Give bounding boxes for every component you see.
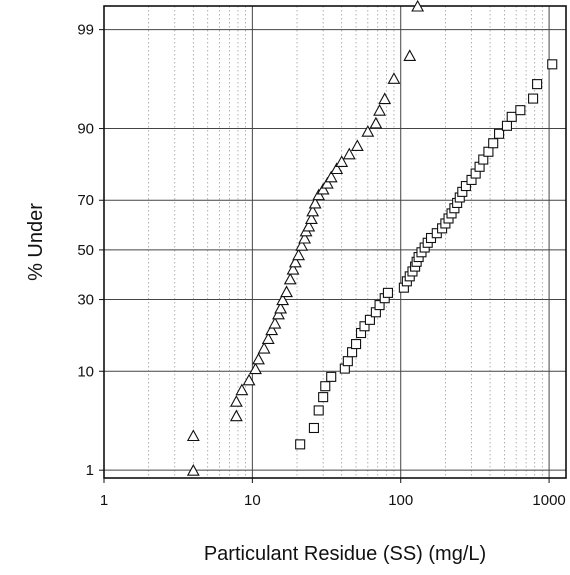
triangle-point [229,395,243,407]
triangle-point [242,373,256,386]
triangle-point [249,362,262,375]
triangle-point [298,231,312,244]
square-point [515,105,526,116]
square-point [494,128,505,139]
square-point [318,392,329,403]
square-point [547,59,558,70]
triangle-point [308,196,322,209]
triangle-point [276,293,290,306]
triangle-point [186,429,200,442]
triangle-point [373,104,386,116]
square-point [501,120,513,131]
triangle-point [280,285,293,298]
triangle-point [330,162,344,175]
triangle-point [378,92,392,105]
triangle-point [304,212,318,225]
triangle-point [324,170,338,183]
triangle-point [316,182,330,195]
y-tick-label: 70 [77,192,94,209]
square-point [506,111,517,122]
square-point [478,154,489,165]
square-point [326,371,337,382]
triangle-point [261,332,275,344]
square-point [342,356,353,367]
square-point [308,422,319,434]
triangle-point [252,352,265,365]
square-point [483,146,494,157]
square-point [374,300,385,311]
triangle-point [335,155,349,167]
square-point [364,314,375,325]
triangle-point [235,383,249,396]
y-axis-title: % Under [25,203,47,281]
series-1 [186,0,425,476]
y-tick-label: 10 [77,363,94,380]
x-tick-label: 10 [244,492,261,509]
data-points [186,0,558,476]
triangle-point [387,72,401,84]
square-point [532,79,543,90]
y-tick-label: 1 [86,462,94,479]
triangle-point [411,0,425,12]
series-2 [295,59,558,450]
triangle-point [312,188,326,201]
y-axis-ticks: 1 10 30 50 70 90 99 [77,22,104,479]
triangle-point [274,301,288,314]
triangle-point [229,409,243,422]
x-tick-label: 1000 [532,492,565,509]
y-tick-label: 99 [77,22,94,39]
triangle-point [265,323,279,336]
x-axis-title: Particulant Residue (SS) (mg/L) [204,543,486,565]
square-point [351,339,362,350]
x-tick-label: 100 [388,492,413,509]
triangle-point [257,341,271,354]
triangle-point [292,248,306,261]
triangle-point [272,307,285,320]
square-point [320,381,331,392]
triangle-point [361,125,375,137]
y-tick-label: 90 [77,121,94,138]
triangle-point [350,139,364,152]
triangle-point [302,219,316,232]
square-point [528,93,539,104]
square-point [460,180,471,192]
y-tick-label: 50 [77,242,94,259]
triangle-point [369,116,383,129]
x-tick-label: 1 [100,492,108,509]
triangle-point [295,239,309,251]
triangle-point [342,147,356,160]
triangle-point [268,316,282,329]
triangle-point [288,255,302,268]
triangle-point [186,464,200,476]
y-tick-label: 30 [77,292,94,309]
plot-frame [103,5,567,479]
square-point [295,439,306,450]
triangle-point [306,204,320,217]
square-point [313,405,324,416]
x-axis-ticks: 1 10 100 1000 [100,478,566,509]
triangle-point [320,176,334,189]
triangle-point [283,272,297,285]
square-point [359,321,370,332]
square-point [382,287,393,298]
triangle-point [286,262,300,275]
triangle-point [403,49,417,61]
square-point [488,138,499,149]
